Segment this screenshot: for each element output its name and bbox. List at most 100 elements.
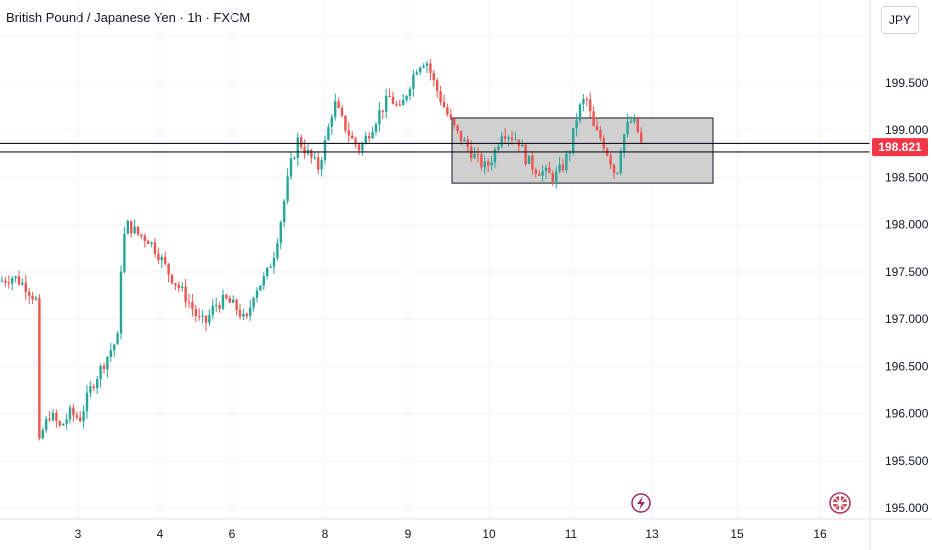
price-tick-label: 196.000 (885, 407, 929, 421)
candle-body (344, 115, 347, 131)
candle-body (412, 74, 415, 89)
candle-body (405, 96, 408, 100)
candle-body (439, 91, 442, 102)
candle-body (544, 167, 548, 172)
candle-body (72, 407, 75, 416)
candle-body (555, 171, 558, 182)
candle-body (89, 386, 92, 393)
time-tick-label: 16 (813, 527, 827, 541)
price-tick-label: 197.500 (885, 265, 929, 279)
candle-body (507, 137, 510, 139)
candle-body (589, 99, 592, 112)
price-tick-label: 195.500 (885, 454, 929, 468)
candle-body (429, 63, 432, 73)
candle-body (28, 291, 31, 296)
candle-body (310, 149, 313, 158)
candle-body (572, 128, 575, 153)
candle-body (500, 136, 503, 147)
time-tick-label: 8 (322, 527, 329, 541)
candle-body (174, 283, 177, 285)
candle-body (160, 257, 163, 261)
candle-body (208, 314, 211, 323)
candle-body (419, 67, 422, 73)
candle-body (286, 176, 289, 201)
candle-body (113, 344, 116, 351)
candle-body (493, 149, 497, 163)
lightning-icon[interactable] (631, 493, 651, 513)
candle-body (34, 297, 38, 300)
price-tick-label: 197.000 (885, 312, 929, 326)
candle-body (164, 257, 167, 264)
candle-body (0, 280, 4, 282)
candle-body (425, 63, 429, 66)
candle-body (340, 107, 344, 116)
candle-body (480, 154, 483, 168)
candle-body (497, 146, 500, 150)
candle-body (592, 111, 595, 127)
candle-body (446, 107, 449, 115)
candle-body (55, 412, 58, 422)
events-layer (631, 492, 851, 514)
candle-body (510, 137, 514, 140)
candle-body (453, 118, 456, 126)
candle-body (640, 132, 643, 143)
horizontal-lines-layer (0, 142, 870, 153)
candle-body (242, 313, 245, 317)
candle-body (266, 267, 269, 277)
candle-body (527, 155, 531, 164)
candle-body (62, 423, 65, 426)
candle-body (24, 282, 27, 292)
candle-body (133, 226, 136, 234)
candle-body (483, 161, 486, 168)
candle-body (181, 286, 184, 288)
candle-body (221, 295, 225, 309)
time-tick-label: 9 (405, 527, 412, 541)
price-tick-label: 196.500 (885, 359, 929, 373)
candle-body (626, 121, 629, 135)
candle-body (524, 144, 527, 164)
candle-body (398, 104, 401, 106)
candle-body (334, 101, 337, 118)
candle-body (272, 257, 276, 267)
range-box[interactable] (451, 117, 714, 184)
candle-body (85, 392, 89, 412)
candle-body (378, 110, 381, 125)
candle-body (609, 155, 612, 165)
candle-body (619, 152, 622, 173)
candle-body (575, 120, 578, 129)
candle-body (391, 96, 395, 104)
candle-body (504, 136, 507, 139)
candle-body (238, 310, 242, 317)
candle-body (215, 305, 218, 307)
candle-body (357, 144, 361, 151)
price-tick-label: 199.500 (885, 76, 929, 90)
candle-body (279, 222, 282, 244)
candle-body (422, 65, 425, 68)
time-tick-label: 10 (482, 527, 496, 541)
candle-body (585, 99, 588, 101)
candle-body (130, 220, 133, 234)
candle-body (303, 147, 306, 154)
candle-body (45, 418, 48, 430)
candle-body (218, 305, 221, 309)
candle-body (41, 429, 44, 439)
candle-body (616, 172, 619, 174)
candle-body (561, 164, 565, 170)
candle-body (123, 233, 126, 272)
grid (0, 0, 870, 519)
currency-button[interactable]: JPY (881, 6, 919, 34)
candle-body (68, 407, 72, 420)
candle-body (313, 157, 316, 159)
candle-body (388, 96, 391, 98)
candle-body (31, 295, 34, 300)
candle-body (531, 155, 534, 170)
candle-body (177, 284, 180, 288)
candle-body (300, 137, 303, 148)
time-tick-label: 6 (229, 527, 236, 541)
candle-body (201, 315, 204, 317)
candle-body (140, 234, 143, 236)
candle-body (551, 173, 554, 182)
candle-body (521, 144, 524, 147)
uk-flag-icon[interactable] (829, 492, 851, 514)
